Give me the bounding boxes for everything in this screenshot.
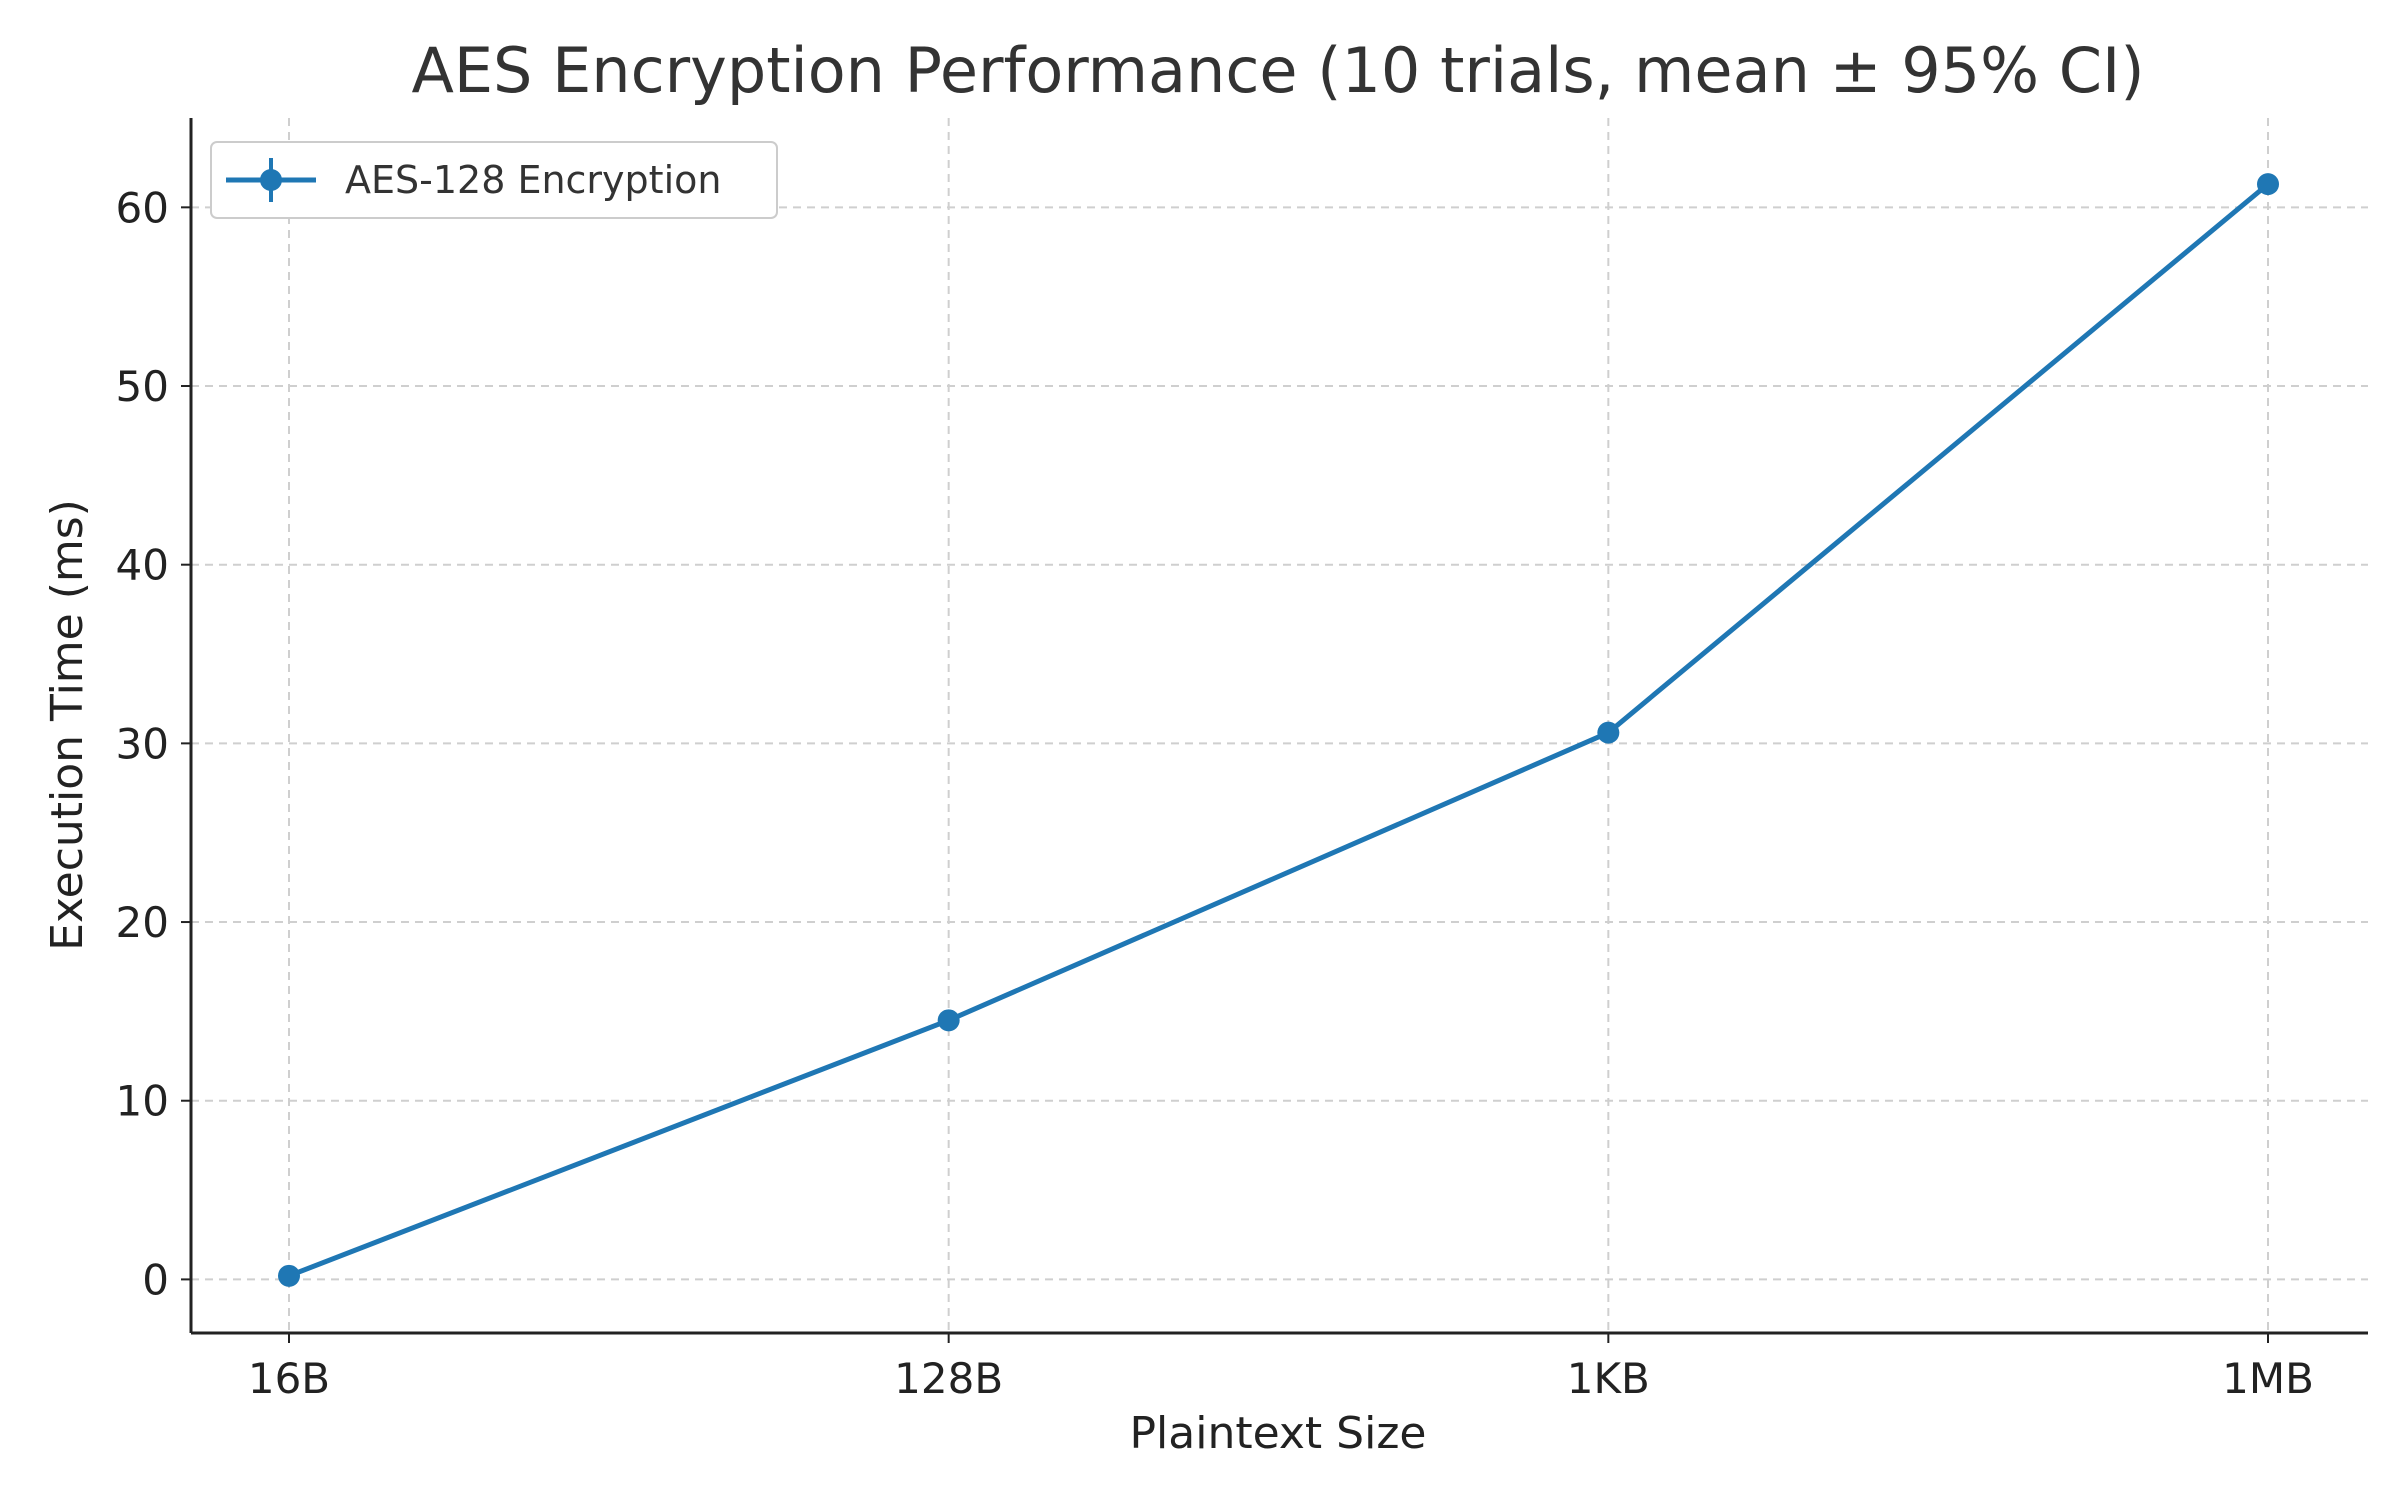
x-tick-label: 128B <box>894 1354 1003 1403</box>
legend-label: AES-128 Encryption <box>345 158 721 202</box>
y-tick-label: 60 <box>116 183 169 232</box>
y-tick-label: 0 <box>142 1255 169 1304</box>
data-point <box>278 1264 300 1287</box>
y-tick-label: 20 <box>116 898 169 947</box>
data-point <box>2257 173 2279 196</box>
data-point <box>937 1009 960 1032</box>
y-tick-label: 40 <box>116 541 169 590</box>
x-axis-label: Plaintext Size <box>1130 1408 1427 1459</box>
x-tick-label: 1MB <box>2222 1354 2314 1403</box>
grid <box>191 118 2368 1333</box>
y-tick-label: 50 <box>116 362 169 411</box>
series <box>278 173 2279 1287</box>
data-point <box>1597 721 1620 744</box>
axes <box>189 118 2368 1335</box>
chart-title: AES Encryption Performance (10 trials, m… <box>411 34 2144 107</box>
y-axis-label: Execution Time (ms) <box>42 499 93 951</box>
y-tick-label: 10 <box>116 1077 169 1126</box>
ticks: 0 10 20 30 40 50 60 16B 128B 1KB 1MB <box>116 183 2314 1403</box>
legend-box <box>210 141 778 219</box>
x-tick-label: 16B <box>248 1354 330 1403</box>
x-tick-label: 1KB <box>1567 1354 1650 1403</box>
legend: AES-128 Encryption <box>210 141 778 219</box>
y-tick-label: 30 <box>116 719 169 768</box>
legend-marker-swatch <box>260 169 282 191</box>
series-line <box>288 182 2270 1279</box>
